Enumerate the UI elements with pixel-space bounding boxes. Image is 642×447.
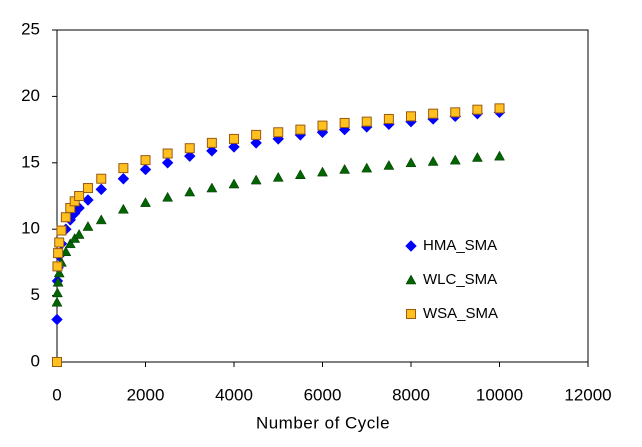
data-point <box>361 162 373 173</box>
legend-marker <box>405 274 417 285</box>
data-point <box>162 148 173 159</box>
x-tick-label: 12000 <box>564 385 611 404</box>
x-axis-title: Number of Cycle <box>256 413 390 432</box>
data-point <box>82 194 94 206</box>
data-point <box>82 221 94 231</box>
y-tick-label: 20 <box>21 86 40 105</box>
data-point <box>52 287 63 298</box>
data-point <box>295 124 306 135</box>
data-point <box>383 159 395 170</box>
data-point <box>117 203 129 214</box>
data-point <box>96 173 107 184</box>
data-point <box>51 313 63 326</box>
data-point <box>52 357 62 367</box>
data-point <box>184 186 196 197</box>
data-point <box>53 267 65 278</box>
data-point <box>317 120 328 131</box>
legend-label: WLC_SMA <box>423 271 497 288</box>
x-tick-label: 10000 <box>476 385 523 404</box>
data-point <box>184 150 196 162</box>
data-point <box>494 150 505 161</box>
x-tick-label: 2000 <box>127 385 165 404</box>
x-tick-label: 6000 <box>304 385 342 404</box>
data-point <box>229 133 239 144</box>
legend-label: WSA_SMA <box>423 305 498 322</box>
data-point <box>449 154 461 165</box>
data-point <box>60 212 71 223</box>
x-tick-label: 4000 <box>215 385 253 404</box>
data-point <box>471 151 483 162</box>
data-point <box>405 157 417 168</box>
data-point <box>74 191 85 201</box>
data-point <box>52 261 63 272</box>
legend-marker <box>406 309 416 319</box>
data-point <box>206 137 217 148</box>
y-tick-label: 5 <box>31 285 40 304</box>
y-tick-label: 25 <box>21 19 40 38</box>
data-point <box>56 225 67 236</box>
data-point <box>250 174 262 185</box>
data-point <box>228 141 240 153</box>
data-point <box>53 248 64 259</box>
data-point <box>294 169 306 180</box>
data-point <box>472 104 483 115</box>
data-point <box>427 155 439 166</box>
data-point <box>95 183 107 196</box>
data-point <box>52 276 64 287</box>
data-point <box>251 129 262 140</box>
data-point <box>450 107 461 118</box>
x-tick-label: 8000 <box>392 385 430 404</box>
x-tick-label: 0 <box>52 385 61 404</box>
data-point <box>184 143 195 154</box>
data-point <box>361 116 372 127</box>
data-point <box>339 163 351 174</box>
data-point <box>250 137 262 149</box>
y-tick-label: 15 <box>21 152 40 171</box>
data-point <box>161 157 174 169</box>
data-point <box>206 145 218 157</box>
data-point <box>139 163 152 176</box>
data-point <box>82 183 93 194</box>
data-point <box>95 214 107 225</box>
data-point <box>73 228 85 239</box>
data-point <box>118 163 129 174</box>
y-tick-label: 10 <box>21 219 40 238</box>
data-point <box>117 173 130 185</box>
data-point <box>54 237 65 248</box>
data-point <box>272 171 284 182</box>
legend-marker <box>405 240 417 252</box>
data-point <box>494 103 505 114</box>
data-point <box>273 127 284 138</box>
data-point <box>317 166 328 177</box>
data-point <box>140 197 151 207</box>
data-point <box>64 238 76 249</box>
plot-frame <box>56 29 589 363</box>
data-point <box>228 178 240 189</box>
data-point <box>339 117 350 128</box>
legend-label: HMA_SMA <box>423 237 497 254</box>
data-point <box>51 296 63 307</box>
data-point <box>406 111 416 122</box>
y-tick-label: 0 <box>31 351 40 370</box>
data-point <box>162 191 174 202</box>
data-point <box>206 182 218 193</box>
data-point <box>383 113 394 124</box>
data-point <box>428 108 439 119</box>
data-point <box>140 155 151 166</box>
data-point <box>60 246 72 257</box>
